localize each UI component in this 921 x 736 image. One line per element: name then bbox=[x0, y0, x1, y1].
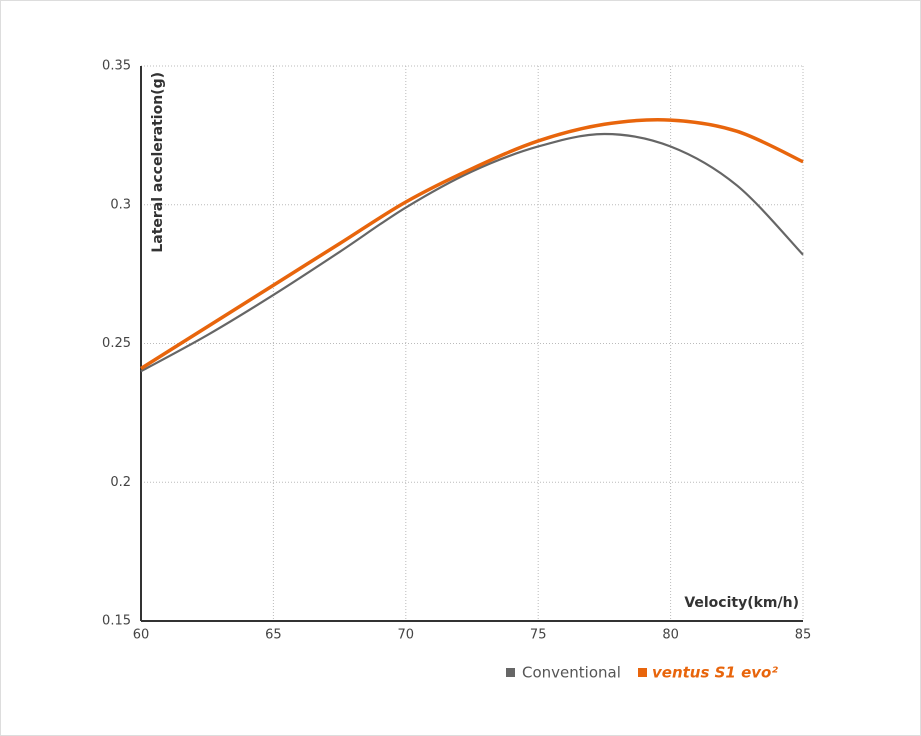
x-tick-label: 80 bbox=[662, 628, 679, 643]
y-tick-label: 0.15 bbox=[102, 614, 131, 629]
x-tick-label: 60 bbox=[133, 628, 150, 643]
legend-swatch bbox=[638, 668, 647, 677]
plot: 0.15 0.2 0.25 0.3 0.35 60 65 70 75 80 85 Velocity(k… bbox=[102, 59, 811, 682]
y-tick-label: 0.2 bbox=[110, 475, 131, 490]
x-axis-label: Velocity(km/h) bbox=[684, 595, 799, 611]
y-tick-label: 0.3 bbox=[110, 197, 131, 212]
legend-label: ventus S1 evo² bbox=[652, 664, 778, 682]
y-tick-label: 0.35 bbox=[102, 59, 131, 74]
y-axis-label: Lateral acceleration(g) bbox=[150, 72, 166, 253]
legend-label: Conventional bbox=[522, 664, 621, 682]
x-tick-label: 85 bbox=[795, 628, 812, 643]
x-tick-label: 75 bbox=[530, 628, 547, 643]
x-tick-label: 70 bbox=[398, 628, 415, 643]
y-tick-label: 0.25 bbox=[102, 336, 131, 351]
legend-swatch bbox=[506, 668, 515, 677]
series-line bbox=[140, 132, 804, 373]
series-line bbox=[140, 118, 804, 370]
x-tick-label: 65 bbox=[265, 628, 282, 643]
